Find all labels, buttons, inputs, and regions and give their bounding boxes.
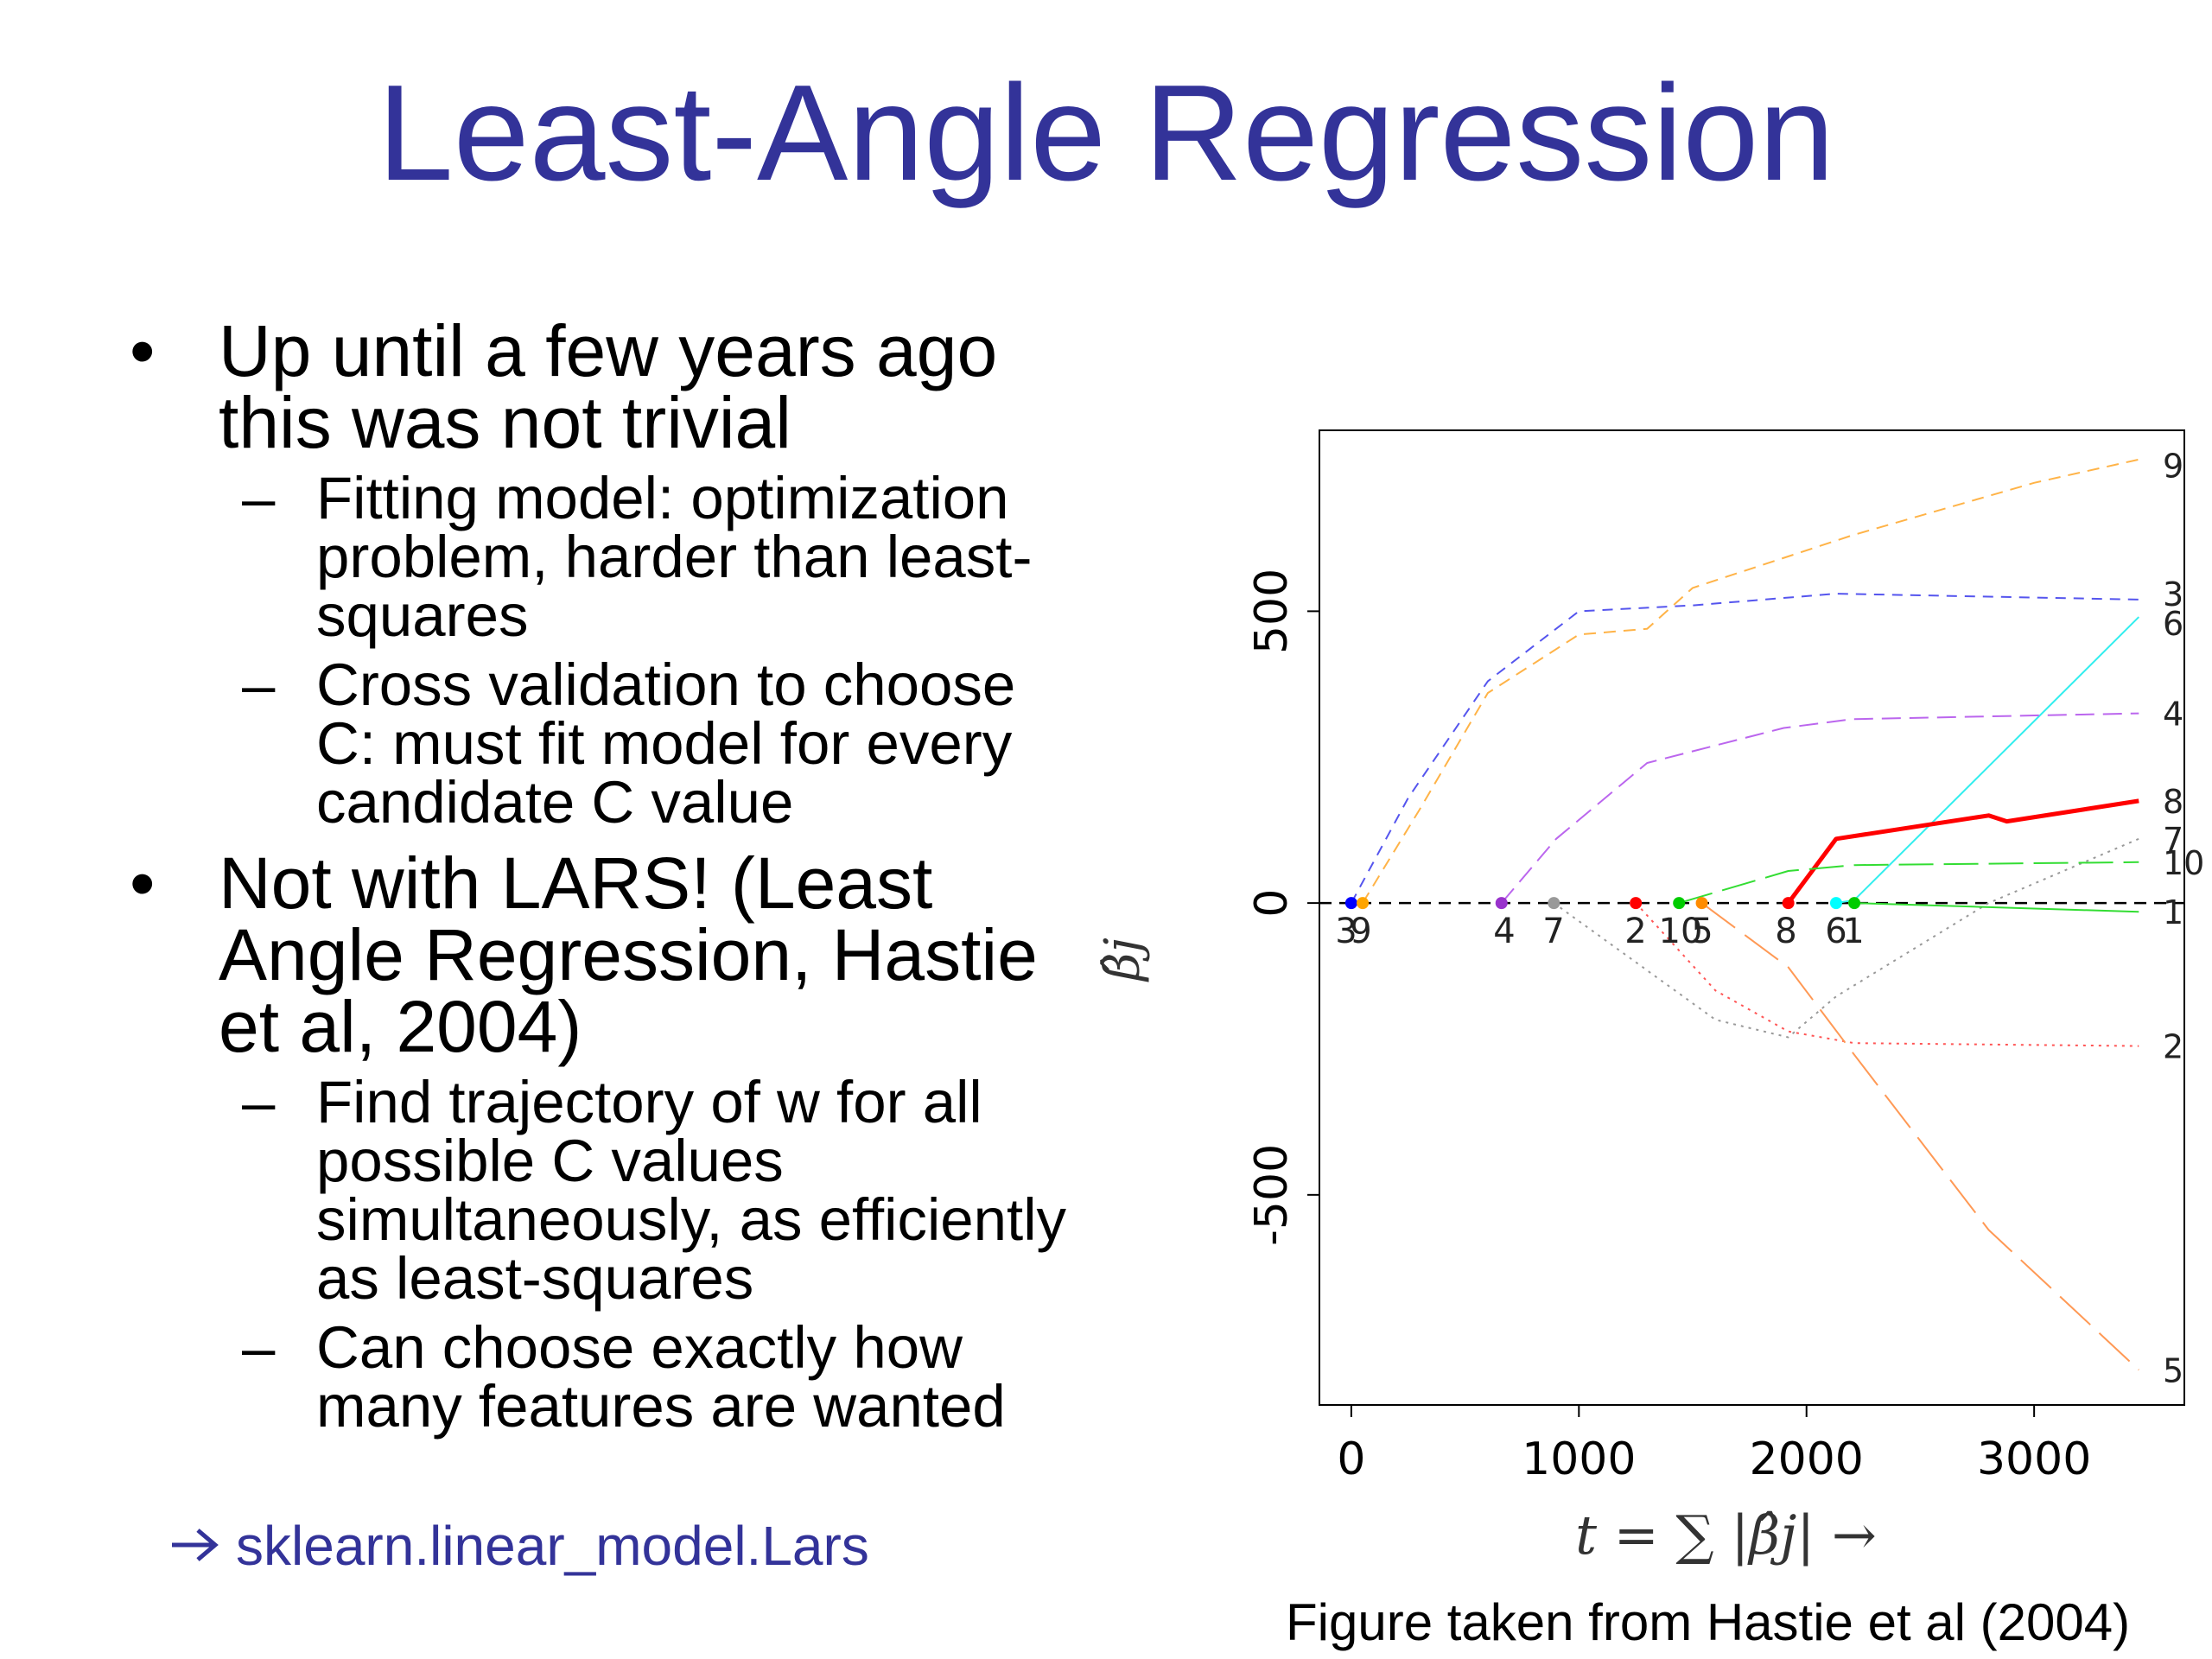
- entry-label-6: 6: [1825, 912, 1847, 951]
- x-tick-label: 1000: [1522, 1433, 1636, 1485]
- entry-label-3: 3: [1335, 912, 1357, 951]
- entry-label-9: 9: [1350, 912, 1371, 951]
- end-label-1: 1: [2163, 893, 2183, 931]
- entry-label-4: 4: [1493, 912, 1515, 951]
- bullet-icon: •: [130, 842, 156, 924]
- entry-point-4: [1495, 897, 1508, 910]
- figure-caption: Figure taken from Hastie et al (2004): [1286, 1593, 2131, 1651]
- x-tick-label: 2000: [1750, 1433, 1864, 1485]
- end-label-5: 5: [2163, 1351, 2183, 1389]
- series-line-1: [1853, 902, 2139, 913]
- sub-bullet-text: Can choose exactly how many features are…: [316, 1314, 1006, 1440]
- end-label-9: 9: [2163, 448, 2183, 486]
- bullet-text: Not with LARS! (Least Angle Regression, …: [219, 842, 1038, 1067]
- slide-title: Least-Angle Regression: [377, 57, 1835, 209]
- sub-bullet-item: – Can choose exactly how many features a…: [130, 1314, 1080, 1436]
- end-label-4: 4: [2163, 696, 2183, 734]
- entry-point-1: [1848, 897, 1861, 910]
- bullet-icon: •: [130, 310, 156, 391]
- series-line-3: [1351, 593, 2139, 904]
- entry-label-2: 2: [1624, 912, 1646, 951]
- x-tick-label: 3000: [1977, 1433, 2091, 1485]
- end-label-2: 2: [2163, 1028, 2183, 1066]
- bullet-list: • Up until a few years ago this was not …: [130, 315, 1080, 1446]
- x-axis-label: t = ∑ |β̂j| →: [1575, 1503, 1877, 1567]
- series-line-6: [1835, 616, 2140, 905]
- bullet-text: Up until a few years ago this was not tr…: [219, 310, 998, 463]
- dash-icon: –: [242, 1069, 276, 1135]
- y-axis-label: β̂j: [1095, 938, 1151, 982]
- series-line-8: [1786, 798, 2139, 905]
- end-label-6: 6: [2163, 605, 2183, 643]
- bullet-item: • Not with LARS! (Least Angle Regression…: [130, 842, 1080, 1063]
- end-label-7: 7: [2163, 821, 2183, 859]
- sub-bullet-item: – Find trajectory of w for all possible …: [130, 1069, 1080, 1308]
- series-line-2: [1635, 902, 2139, 1047]
- bullet-item: • Up until a few years ago this was not …: [130, 315, 1080, 459]
- dash-icon: –: [242, 652, 276, 718]
- series-line-9: [1362, 458, 2139, 904]
- x-tick-label: 0: [1337, 1433, 1365, 1485]
- sub-bullet-item: – Cross validation to choose C: must fit…: [130, 652, 1080, 832]
- end-label-10: 10: [2163, 844, 2204, 882]
- entry-point-8: [1782, 897, 1795, 910]
- entry-point-7: [1548, 897, 1560, 910]
- end-label-8: 8: [2163, 783, 2183, 821]
- entry-label-8: 8: [1775, 912, 1796, 951]
- entry-label-5: 5: [1691, 912, 1713, 951]
- sub-bullet-text: Cross validation to choose C: must fit m…: [316, 652, 1016, 836]
- sklearn-link[interactable]: sklearn.linear_model.Lars: [168, 1514, 869, 1578]
- entry-point-9: [1357, 897, 1370, 910]
- arrow-right-icon: [168, 1514, 220, 1578]
- y-tick-label: -500: [1246, 1144, 1298, 1246]
- series-line-4: [1500, 712, 2139, 904]
- entry-label-10: 10: [1659, 912, 1703, 951]
- dash-icon: –: [242, 465, 276, 531]
- end-label-3: 3: [2163, 575, 2183, 613]
- dash-icon: –: [242, 1314, 276, 1381]
- entry-point-5: [1695, 897, 1708, 910]
- plot-frame: [1319, 429, 2185, 1406]
- series-line-10: [1678, 861, 2139, 905]
- entry-point-10: [1673, 897, 1686, 910]
- entry-point-3: [1344, 897, 1357, 910]
- series-line-5: [1700, 902, 2139, 1371]
- entry-label-7: 7: [1542, 912, 1564, 951]
- series-line-7: [1553, 837, 2139, 1039]
- y-tick-label: 0: [1246, 889, 1298, 918]
- entry-point-6: [1829, 897, 1842, 910]
- sub-bullet-text: Find trajectory of w for all possible C …: [316, 1069, 1067, 1312]
- sub-bullet-item: – Fitting model: optimization problem, h…: [130, 465, 1080, 645]
- sub-bullet-text: Fitting model: optimization problem, har…: [316, 465, 1033, 649]
- sklearn-link-text[interactable]: sklearn.linear_model.Lars: [236, 1515, 869, 1577]
- entry-label-1: 1: [1842, 912, 1864, 951]
- entry-point-2: [1630, 897, 1643, 910]
- y-tick-label: 500: [1246, 569, 1298, 654]
